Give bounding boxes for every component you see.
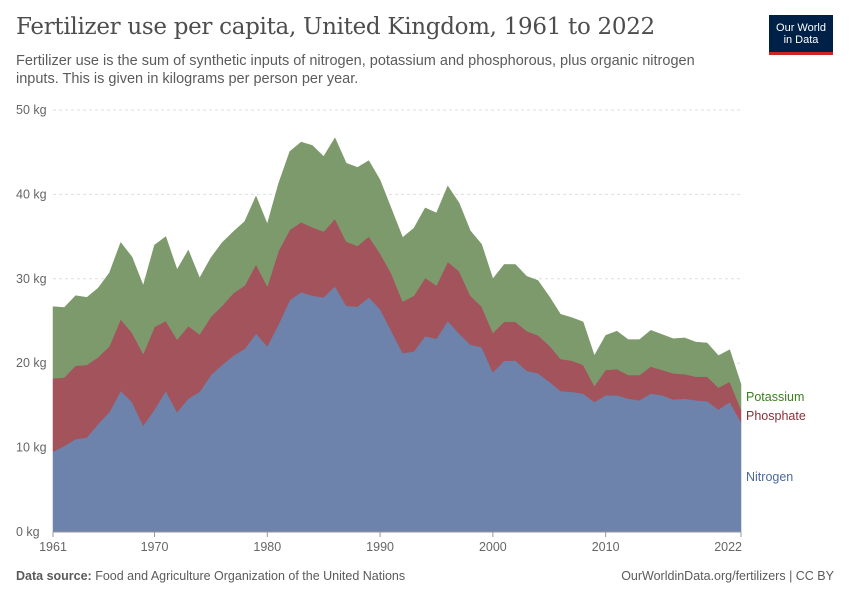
logo-line-2: in Data [783, 33, 819, 46]
chart-title: Fertilizer use per capita, United Kingdo… [16, 14, 655, 40]
y-tick-label: 0 kg [16, 525, 40, 539]
data-source-text: Food and Agriculture Organization of the… [95, 569, 406, 583]
y-tick-label: 50 kg [16, 103, 47, 117]
x-tick-label: 2000 [479, 540, 507, 554]
x-tick-label: 1961 [39, 540, 67, 554]
x-tick-label: 2010 [592, 540, 620, 554]
x-tick-label: 1990 [366, 540, 394, 554]
source-url-link[interactable]: OurWorldinData.org/fertilizers | CC BY [621, 569, 834, 583]
y-tick-label: 30 kg [16, 272, 47, 286]
owid-logo[interactable]: Our World in Data [769, 15, 833, 55]
x-tick-label: 1970 [141, 540, 169, 554]
x-tick-label: 2022 [714, 540, 742, 554]
chart-subtitle: Fertilizer use is the sum of synthetic i… [16, 53, 695, 87]
y-tick-label: 40 kg [16, 187, 47, 201]
series-label-nitrogen: Nitrogen [746, 470, 793, 484]
x-tick-label: 1980 [253, 540, 281, 554]
data-source: Data source: Food and Agriculture Organi… [16, 569, 405, 583]
data-source-label: Data source: [16, 569, 92, 583]
logo-line-1: Our World [776, 21, 826, 34]
y-tick-label: 20 kg [16, 356, 47, 370]
series-label-potassium: Potassium [746, 390, 804, 404]
area-potassium [52, 137, 742, 410]
y-tick-label: 10 kg [16, 441, 47, 455]
series-label-phosphate: Phosphate [746, 409, 806, 423]
